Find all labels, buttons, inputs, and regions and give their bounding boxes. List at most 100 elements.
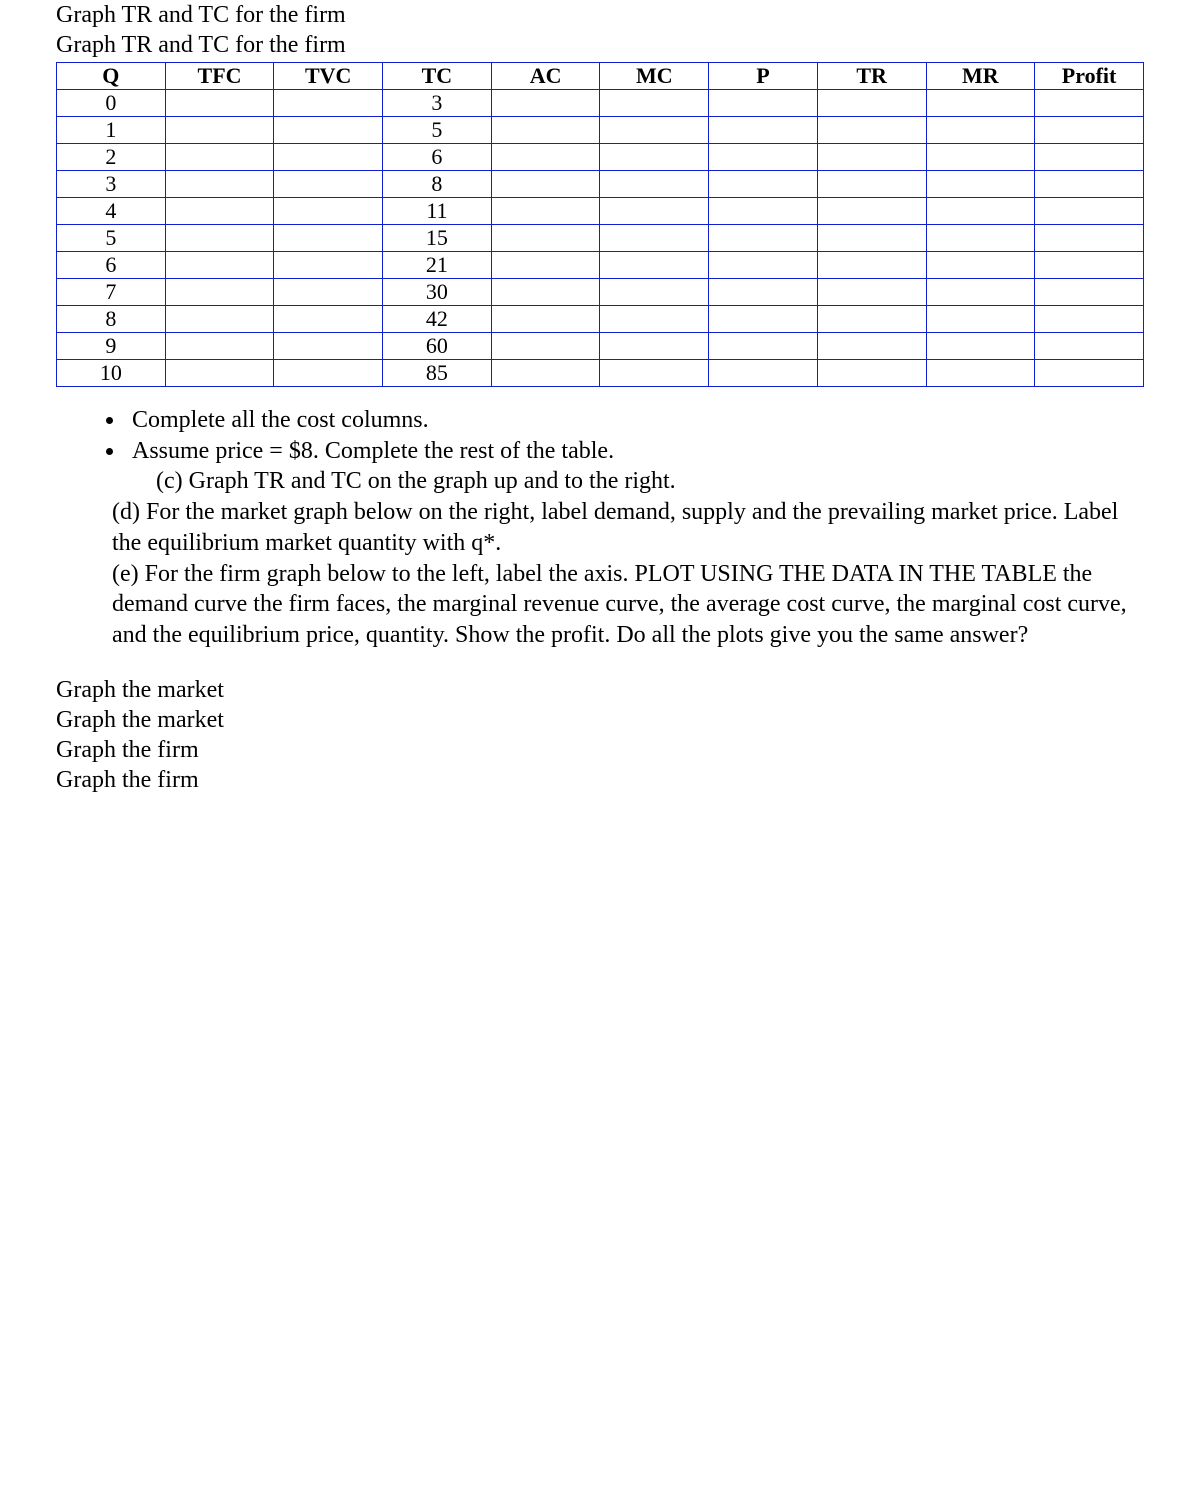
cell-profit [1035, 360, 1144, 387]
cell-mc [600, 198, 709, 225]
cell-profit [1035, 306, 1144, 333]
table-row: 960 [57, 333, 1144, 360]
table-row: 730 [57, 279, 1144, 306]
cell-mr [926, 279, 1035, 306]
cell-mc [600, 90, 709, 117]
cell-ac [491, 225, 600, 252]
instruction-d: (d) For the market graph below on the ri… [112, 497, 1144, 558]
cell-tfc [165, 225, 274, 252]
cell-mc [600, 360, 709, 387]
table-row: 26 [57, 144, 1144, 171]
cell-profit [1035, 225, 1144, 252]
cell-tfc [165, 198, 274, 225]
cell-mr [926, 117, 1035, 144]
cell-tc: 85 [383, 360, 492, 387]
graph-firm-label-1: Graph the firm [56, 735, 1144, 765]
cell-tr [817, 225, 926, 252]
col-ac: AC [491, 63, 600, 90]
cell-tc: 6 [383, 144, 492, 171]
cell-p [709, 279, 818, 306]
cell-profit [1035, 198, 1144, 225]
cell-p [709, 333, 818, 360]
cell-mc [600, 225, 709, 252]
col-tvc: TVC [274, 63, 383, 90]
cell-mc [600, 252, 709, 279]
cell-q: 6 [57, 252, 166, 279]
graph-labels-block: Graph the market Graph the market Graph … [56, 675, 1144, 795]
worksheet-page: Graph TR and TC for the firm Graph TR an… [0, 0, 1200, 851]
cell-p [709, 198, 818, 225]
cell-tfc [165, 144, 274, 171]
cell-tc: 15 [383, 225, 492, 252]
cell-q: 10 [57, 360, 166, 387]
col-profit: Profit [1035, 63, 1144, 90]
cell-ac [491, 144, 600, 171]
cell-tfc [165, 90, 274, 117]
cell-tr [817, 90, 926, 117]
cell-tvc [274, 333, 383, 360]
cell-q: 8 [57, 306, 166, 333]
cell-tc: 3 [383, 90, 492, 117]
cell-tc: 8 [383, 171, 492, 198]
cell-tvc [274, 279, 383, 306]
cell-tr [817, 333, 926, 360]
cell-tvc [274, 117, 383, 144]
cell-ac [491, 306, 600, 333]
cell-mc [600, 117, 709, 144]
cell-tfc [165, 117, 274, 144]
cell-p [709, 252, 818, 279]
table-row: 411 [57, 198, 1144, 225]
cell-ac [491, 171, 600, 198]
cell-q: 9 [57, 333, 166, 360]
cell-tc: 21 [383, 252, 492, 279]
instruction-e: (e) For the firm graph below to the left… [112, 559, 1144, 651]
cell-p [709, 171, 818, 198]
cell-tvc [274, 252, 383, 279]
cell-mr [926, 90, 1035, 117]
cell-tvc [274, 144, 383, 171]
cell-mr [926, 144, 1035, 171]
heading-line-2: Graph TR and TC for the firm [56, 30, 1144, 60]
cell-profit [1035, 144, 1144, 171]
bullet-assume-price: Assume price = $8. Complete the rest of … [126, 436, 1144, 467]
col-tc: TC [383, 63, 492, 90]
cell-tc: 42 [383, 306, 492, 333]
cell-tc: 5 [383, 117, 492, 144]
col-q: Q [57, 63, 166, 90]
cell-ac [491, 279, 600, 306]
cell-mc [600, 144, 709, 171]
cell-mr [926, 333, 1035, 360]
bullet-complete-costs: Complete all the cost columns. [126, 405, 1144, 436]
cell-tfc [165, 360, 274, 387]
cell-tr [817, 117, 926, 144]
cell-q: 7 [57, 279, 166, 306]
cell-q: 0 [57, 90, 166, 117]
table-row: 03 [57, 90, 1144, 117]
cell-q: 3 [57, 171, 166, 198]
cell-tr [817, 360, 926, 387]
col-p: P [709, 63, 818, 90]
cell-tr [817, 306, 926, 333]
cell-p [709, 144, 818, 171]
cell-q: 1 [57, 117, 166, 144]
cell-tvc [274, 360, 383, 387]
cell-ac [491, 117, 600, 144]
cell-tr [817, 144, 926, 171]
cell-profit [1035, 90, 1144, 117]
cell-tfc [165, 306, 274, 333]
cell-tvc [274, 171, 383, 198]
col-tr: TR [817, 63, 926, 90]
cell-mc [600, 279, 709, 306]
col-mr: MR [926, 63, 1035, 90]
table-row: 6 21 [57, 252, 1144, 279]
cell-tvc [274, 306, 383, 333]
cell-tc: 11 [383, 198, 492, 225]
cell-mc [600, 333, 709, 360]
cell-profit [1035, 171, 1144, 198]
cell-mr [926, 198, 1035, 225]
bullet-list: Complete all the cost columns. Assume pr… [56, 405, 1144, 466]
cell-ac [491, 90, 600, 117]
graph-market-label-2: Graph the market [56, 705, 1144, 735]
cell-tvc [274, 198, 383, 225]
cell-tvc [274, 90, 383, 117]
